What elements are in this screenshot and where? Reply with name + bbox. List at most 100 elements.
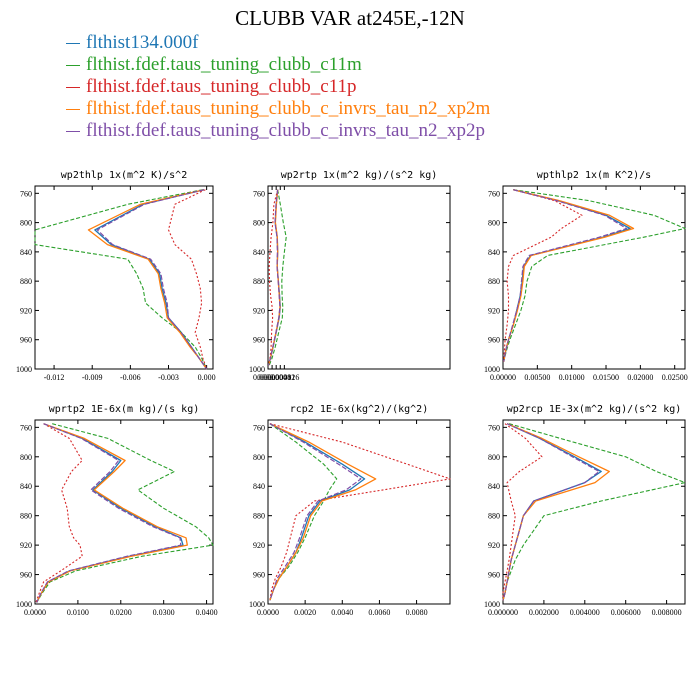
y-tick-label: 960	[488, 571, 500, 580]
x-tick-label: 0.000	[198, 373, 216, 382]
legend-item: flthist.fdef.taus_tuning_clubb_c11p	[66, 76, 490, 98]
y-tick-label: 800	[253, 219, 265, 228]
x-tick-label: 0.0000	[257, 608, 279, 617]
y-tick-label: 840	[488, 248, 500, 257]
panel-title: wp2rcp 1E-3x(m^2 kg)/(s^2 kg)	[507, 404, 682, 415]
x-tick-label: 0.004000	[570, 608, 600, 617]
x-tick-label: 0.0060	[368, 608, 390, 617]
panel-title: rcp2 1E-6x(kg^2)/(kg^2)	[290, 404, 428, 415]
y-tick-label: 1000	[16, 365, 32, 374]
series-line	[269, 423, 362, 601]
legend-item: flthist134.000f	[66, 32, 490, 54]
x-tick-label: -0.003	[158, 373, 179, 382]
panel-title: wp2rtp 1x(m^2 kg)/(s^2 kg)	[281, 170, 438, 181]
legend-label: flthist.fdef.taus_tuning_clubb_c11m	[86, 54, 362, 75]
y-tick-label: 840	[253, 248, 265, 257]
legend-label: flthist134.000f	[86, 32, 199, 53]
series-line	[502, 423, 602, 601]
x-tick-label: 0.02500	[662, 373, 688, 382]
y-tick-label: 960	[253, 571, 265, 580]
legend-label: flthist.fdef.taus_tuning_clubb_c11p	[86, 76, 357, 97]
x-tick-label: -0.012	[44, 373, 65, 382]
y-tick-label: 880	[488, 277, 500, 286]
y-tick-label: 760	[253, 423, 265, 432]
y-tick-label: 1000	[16, 600, 32, 609]
legend-swatch	[66, 130, 80, 132]
panel-title: wprtp2 1E-6x(m kg)/(s kg)	[49, 404, 200, 415]
y-tick-label: 800	[488, 219, 500, 228]
y-tick-label: 760	[20, 189, 32, 198]
y-tick-label: 920	[488, 541, 500, 550]
y-tick-label: 920	[20, 541, 32, 550]
series-line	[503, 189, 628, 362]
y-tick-label: 760	[488, 423, 500, 432]
x-tick-label: 0.002000	[529, 608, 559, 617]
x-tick-label: 0.0040	[331, 608, 353, 617]
y-tick-label: 920	[488, 306, 500, 315]
series-line	[267, 189, 281, 366]
figure-title: CLUBB VAR at245E,-12N	[235, 6, 465, 30]
series-line	[269, 423, 451, 601]
legend-item: flthist.fdef.taus_tuning_clubb_c_invrs_t…	[66, 98, 490, 120]
series-line	[502, 423, 600, 601]
series-line	[268, 189, 287, 366]
y-tick-label: 880	[20, 512, 32, 521]
series-line	[35, 423, 83, 603]
y-tick-label: 760	[488, 189, 500, 198]
series-line	[269, 423, 338, 601]
x-tick-label: 0.01000	[559, 373, 585, 382]
y-tick-label: 960	[20, 571, 32, 580]
y-tick-label: 920	[20, 306, 32, 315]
legend-swatch	[66, 42, 80, 44]
x-tick-label: 0.0300	[153, 608, 175, 617]
panel: wpthlp2 1x(m K^2)/s 760 800 840 880 920 960 100…	[484, 170, 688, 382]
panel: wp2rtp 1x(m^2 kg)/(s^2 kg) 760 800 840 880 92…	[249, 170, 451, 382]
series-line	[503, 189, 635, 362]
legend-swatch	[66, 64, 80, 66]
y-tick-label: 840	[20, 248, 32, 257]
series-line	[503, 189, 583, 362]
panel: wprtp2 1E-6x(m kg)/(s kg) 760 800 840 880 920…	[16, 404, 218, 617]
x-tick-label: 0.0080	[406, 608, 428, 617]
plot-frame	[502, 185, 686, 370]
plot-frame	[34, 185, 214, 370]
x-tick-label: 0.00500	[524, 373, 550, 382]
y-tick-label: 1000	[484, 600, 500, 609]
series-line	[503, 189, 686, 362]
plot-frame	[34, 419, 214, 605]
legend-label: flthist.fdef.taus_tuning_clubb_c_invrs_t…	[86, 98, 491, 119]
x-tick-label: -0.006	[120, 373, 141, 382]
x-tick-label: 0.0020	[294, 608, 316, 617]
legend-swatch	[66, 86, 80, 88]
panel: wp2thlp 1x(m^2 K)/s^2 760 800 840 880 920 960 1…	[16, 170, 216, 382]
y-tick-label: 880	[253, 512, 265, 521]
x-tick-label: 0.0000	[24, 608, 46, 617]
x-tick-label: 0.0400	[196, 608, 218, 617]
y-tick-label: 880	[253, 277, 265, 286]
plot-frame	[267, 419, 451, 605]
x-tick-label: 0.000012	[265, 373, 295, 382]
y-tick-label: 920	[253, 541, 265, 550]
y-tick-label: 1000	[249, 600, 265, 609]
series-line	[269, 423, 377, 601]
plot-frame	[502, 419, 686, 605]
y-tick-label: 760	[253, 189, 265, 198]
x-tick-label: 0.0100	[67, 608, 89, 617]
y-tick-label: 800	[20, 453, 32, 462]
y-tick-label: 760	[20, 423, 32, 432]
panel-title: wp2thlp 1x(m^2 K)/s^2	[61, 170, 187, 181]
y-tick-label: 880	[20, 277, 32, 286]
series-line	[94, 189, 208, 370]
panel: wp2rcp 1E-3x(m^2 kg)/(s^2 kg) 760 800 840 88…	[484, 404, 686, 617]
x-tick-label: 0.006000	[611, 608, 641, 617]
x-tick-label: 0.008000	[652, 608, 682, 617]
x-tick-label: 0.000000	[488, 608, 518, 617]
y-tick-label: 840	[253, 482, 265, 491]
x-tick-label: 0.000008	[261, 373, 291, 382]
series-line	[34, 189, 208, 370]
series-line	[269, 423, 366, 601]
legend: flthist134.000f flthist.fdef.taus_tuning…	[66, 32, 490, 142]
series-line	[96, 189, 208, 370]
series-line	[87, 189, 208, 370]
legend-swatch	[66, 108, 80, 110]
